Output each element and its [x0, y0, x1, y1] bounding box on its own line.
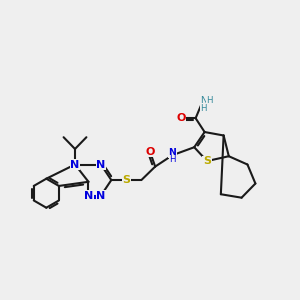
Text: H: H [200, 104, 207, 113]
Text: S: S [203, 156, 211, 166]
Text: H: H [169, 155, 176, 164]
Text: H: H [206, 96, 213, 105]
Text: O: O [176, 113, 186, 123]
Text: N: N [96, 160, 106, 170]
Text: N: N [169, 148, 176, 157]
Text: N: N [84, 190, 93, 201]
Text: N: N [96, 190, 106, 201]
Text: S: S [122, 175, 130, 185]
Text: N: N [70, 160, 80, 170]
Text: O: O [145, 147, 155, 157]
Text: N: N [200, 96, 207, 105]
